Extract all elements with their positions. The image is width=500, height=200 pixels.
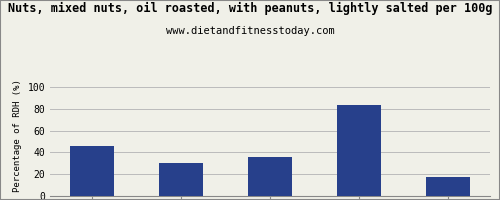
Bar	[336, 105, 381, 196]
Text: www.dietandfitnesstoday.com: www.dietandfitnesstoday.com	[166, 26, 334, 36]
Bar	[248, 157, 292, 196]
Y-axis label: Percentage of RDH (%): Percentage of RDH (%)	[13, 80, 22, 192]
Text: Nuts, mixed nuts, oil roasted, with peanuts, lightly salted per 100g: Nuts, mixed nuts, oil roasted, with pean…	[8, 2, 492, 15]
Bar	[426, 177, 470, 196]
Bar	[70, 146, 114, 196]
Bar	[159, 163, 204, 196]
